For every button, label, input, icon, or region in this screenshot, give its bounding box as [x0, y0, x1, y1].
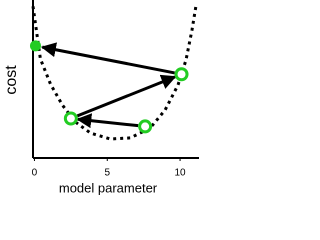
step-point — [63, 111, 78, 126]
step-arrow — [76, 74, 177, 118]
x-axis-label: model parameter — [59, 180, 158, 195]
cost-curve — [31, 4, 198, 141]
x-tick-label: 10 — [175, 168, 187, 179]
step-arrow — [40, 42, 175, 75]
step-point — [29, 40, 41, 52]
x-tick-label: 5 — [104, 168, 110, 179]
y-axis-label: cost — [3, 65, 20, 95]
step-point — [138, 119, 153, 134]
chart: cost model parameter 0 5 10 — [3, 0, 199, 195]
x-tick-label: 0 — [32, 168, 38, 179]
step-point — [174, 67, 189, 82]
step-arrow — [76, 113, 139, 129]
